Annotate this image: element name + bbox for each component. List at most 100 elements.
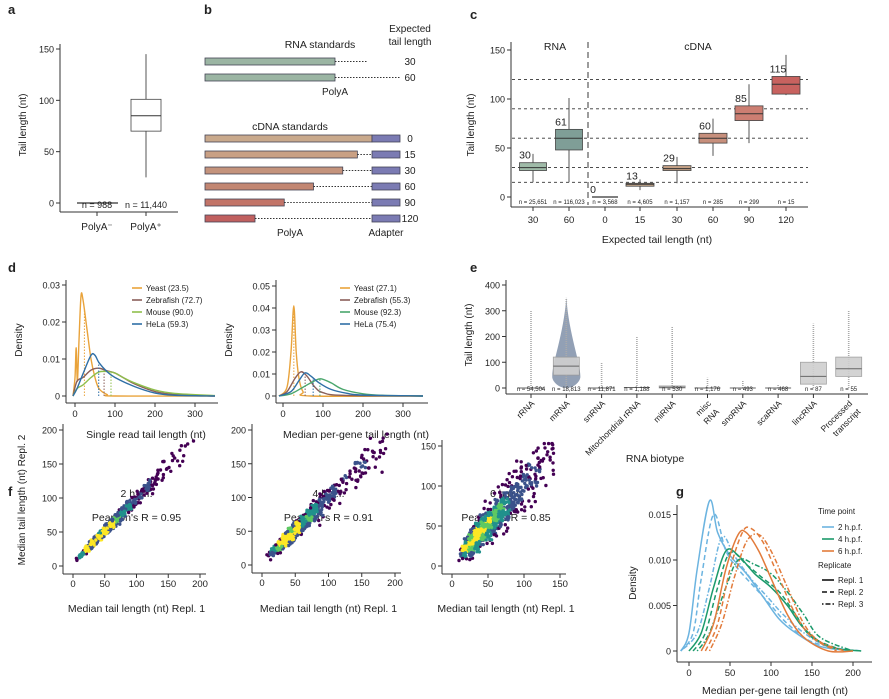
y-tick-label: 0.02 [252, 348, 270, 358]
scatter-point [161, 472, 166, 477]
scatter-point [285, 529, 290, 534]
scatter-point [119, 511, 123, 515]
panel-label-f: f [8, 484, 13, 499]
scatter-point [154, 482, 159, 487]
scatter-point [348, 472, 352, 476]
header-line-2: tail length [389, 37, 432, 48]
y-tick-label: 100 [490, 95, 505, 105]
scatter-point [515, 475, 519, 480]
panel-label-a: a [8, 2, 16, 17]
scatter-point [507, 515, 511, 519]
scatter-point [512, 491, 516, 495]
box-60 [698, 118, 728, 156]
x-tick-label: snoRNA [719, 398, 749, 428]
scatter-point [274, 543, 278, 547]
scatter-point [314, 500, 318, 504]
median-label: 60 [699, 120, 711, 132]
y-tick-label: 0.03 [252, 326, 270, 336]
scatter-point [470, 535, 474, 539]
x-tick-label: 15 [635, 215, 646, 226]
y-tick-label: 0 [55, 392, 60, 402]
scatter-point [488, 501, 492, 505]
scatter-point [460, 556, 465, 561]
scatter-point [498, 524, 503, 529]
scatter-point [320, 502, 324, 507]
scatter-point [186, 442, 190, 446]
x-tick-label: 0 [280, 409, 285, 420]
cdna-standard-bar [204, 166, 344, 175]
scatter-point [306, 518, 311, 522]
x-tick-label: 150 [552, 579, 568, 590]
scatter-point [280, 544, 284, 548]
y-tick-label: 0 [431, 562, 436, 572]
scatter-point [458, 552, 463, 556]
scatter-point [504, 510, 508, 515]
scatter-point [539, 476, 543, 481]
scatter-point [371, 455, 375, 459]
box-90 [734, 84, 764, 144]
scatter-point [284, 544, 288, 548]
scatter-point [337, 483, 341, 488]
scatter-point [183, 444, 187, 448]
scatter-point [462, 537, 467, 541]
scatter-point [354, 478, 358, 482]
scatter-point [359, 475, 363, 479]
scatter-point [532, 491, 536, 496]
scatter-point [162, 459, 166, 464]
scatter-point [523, 505, 527, 509]
scatter-point [483, 517, 488, 521]
scatter-point [344, 481, 349, 486]
legend-label: Zebrafish (72.7) [146, 296, 203, 305]
x-tick-label: PolyA⁻ [81, 222, 112, 233]
scatter-point [492, 526, 497, 530]
median-label: 30 [519, 150, 531, 162]
scatter-point [85, 547, 89, 552]
scatter-point [132, 505, 136, 509]
median-label: 13 [626, 170, 638, 182]
box-iqr [130, 98, 162, 132]
scatter-point [478, 531, 482, 535]
scatter-point [368, 436, 373, 440]
scatter-point [363, 465, 368, 470]
scatter-point [534, 484, 539, 488]
scatter-points [74, 439, 196, 563]
scatter-point [278, 551, 283, 555]
scatter-point [486, 507, 490, 512]
scatter-point [310, 503, 314, 508]
adapter-box [371, 166, 401, 175]
x-tick-label: 50 [99, 579, 110, 590]
box-30 [662, 156, 692, 184]
scatter-point [551, 468, 555, 472]
rna-standards-title: RNA standards [285, 39, 356, 51]
scatter-point [360, 471, 364, 475]
scatter-point [313, 507, 317, 512]
scatter-point [116, 513, 121, 518]
scatter-point [110, 522, 114, 526]
y-tick-label: 100 [39, 96, 54, 106]
scatter-point [514, 508, 518, 512]
x-tick-label: 50 [483, 579, 494, 590]
scatter-point [136, 492, 140, 496]
scatter-point [377, 455, 382, 459]
scatter-points [265, 432, 389, 562]
scatter-point [308, 506, 313, 510]
scatter-point [496, 485, 500, 489]
scatter-point [464, 544, 468, 548]
y-tick-label: 100 [421, 482, 436, 492]
legend-label: Mouse (92.3) [354, 308, 401, 317]
y-tick-label: 150 [421, 442, 436, 452]
scatter-point [129, 507, 133, 511]
scatter-point [160, 478, 164, 482]
scatter-point [489, 538, 494, 542]
scatter-point [151, 487, 156, 491]
scatter-point [381, 436, 385, 440]
scatter-point [338, 501, 342, 506]
scatter-point [148, 478, 152, 482]
scatter-point [341, 480, 345, 484]
scatter-point [507, 480, 512, 485]
y-axis-label: Tail length (nt) [464, 304, 475, 367]
legend-label: Repl. 2 [838, 588, 864, 597]
scatter-point [89, 542, 93, 547]
scatter-point [131, 501, 135, 505]
density-line-7 [704, 526, 837, 652]
